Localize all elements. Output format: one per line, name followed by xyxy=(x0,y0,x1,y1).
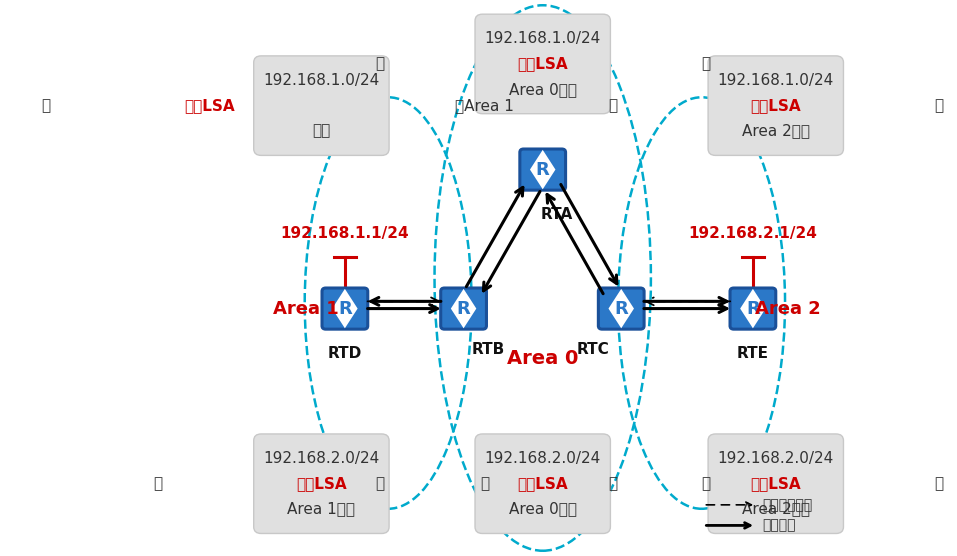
FancyBboxPatch shape xyxy=(322,288,367,329)
Text: RTA: RTA xyxy=(540,207,572,222)
Text: 链路状态信息: 链路状态信息 xyxy=(762,498,812,512)
Polygon shape xyxy=(610,291,633,326)
Text: 一类LSA: 一类LSA xyxy=(184,98,234,113)
Text: R: R xyxy=(456,300,471,317)
FancyBboxPatch shape xyxy=(254,434,389,534)
Text: 在: 在 xyxy=(480,476,489,491)
Text: 一类LSA: 一类LSA xyxy=(750,476,801,491)
FancyBboxPatch shape xyxy=(475,14,611,114)
Text: 在: 在 xyxy=(701,476,710,491)
Polygon shape xyxy=(742,291,765,326)
Text: 以: 以 xyxy=(375,57,384,71)
Text: Area 2: Area 2 xyxy=(755,300,821,317)
Text: 三类LSA: 三类LSA xyxy=(518,57,568,71)
Text: 以: 以 xyxy=(608,476,617,491)
Polygon shape xyxy=(333,291,356,326)
Text: 以: 以 xyxy=(41,98,51,113)
Text: RTE: RTE xyxy=(737,346,768,361)
Text: Area 0传递: Area 0传递 xyxy=(509,82,577,97)
Text: 192.168.1.1/24: 192.168.1.1/24 xyxy=(280,226,410,241)
Text: R: R xyxy=(614,300,628,317)
Text: R: R xyxy=(338,300,352,317)
Text: 192.168.1.0/24: 192.168.1.0/24 xyxy=(263,73,380,88)
FancyBboxPatch shape xyxy=(598,288,644,329)
Text: 三类LSA: 三类LSA xyxy=(518,476,568,491)
Text: 三类LSA: 三类LSA xyxy=(750,98,801,113)
Text: 以: 以 xyxy=(154,476,163,491)
FancyBboxPatch shape xyxy=(475,434,611,534)
Text: 在: 在 xyxy=(934,98,944,113)
Text: 192.168.1.0/24: 192.168.1.0/24 xyxy=(484,31,601,46)
Polygon shape xyxy=(531,152,554,187)
Text: 192.168.1.0/24: 192.168.1.0/24 xyxy=(718,73,834,88)
Text: 路由信息: 路由信息 xyxy=(762,518,795,533)
Text: 在: 在 xyxy=(701,57,710,71)
Text: Area 0传递: Area 0传递 xyxy=(509,502,577,517)
Text: Area 1传递: Area 1传递 xyxy=(287,502,355,517)
Text: 以: 以 xyxy=(375,476,384,491)
Text: 192.168.2.0/24: 192.168.2.0/24 xyxy=(484,451,601,466)
Text: 在Area 1: 在Area 1 xyxy=(456,98,514,113)
Text: RTC: RTC xyxy=(577,342,610,357)
Text: Area 1: Area 1 xyxy=(273,300,339,317)
Text: R: R xyxy=(536,161,549,178)
FancyBboxPatch shape xyxy=(708,56,843,156)
Text: Area 0: Area 0 xyxy=(507,349,578,368)
FancyBboxPatch shape xyxy=(520,149,566,190)
FancyBboxPatch shape xyxy=(441,288,486,329)
Text: 以: 以 xyxy=(608,98,617,113)
Text: R: R xyxy=(746,300,760,317)
FancyBboxPatch shape xyxy=(708,434,843,534)
Text: RTD: RTD xyxy=(327,346,362,361)
Text: 192.168.2.0/24: 192.168.2.0/24 xyxy=(263,451,380,466)
Text: 192.168.2.0/24: 192.168.2.0/24 xyxy=(718,451,834,466)
FancyBboxPatch shape xyxy=(730,288,776,329)
FancyBboxPatch shape xyxy=(254,56,389,156)
Polygon shape xyxy=(452,291,475,326)
Text: 三类LSA: 三类LSA xyxy=(296,476,346,491)
Text: 192.168.2.1/24: 192.168.2.1/24 xyxy=(688,226,817,241)
Text: RTB: RTB xyxy=(472,342,505,357)
Text: 传递: 传递 xyxy=(312,123,330,138)
Text: Area 2传递: Area 2传递 xyxy=(742,123,810,138)
Text: 在: 在 xyxy=(934,476,944,491)
Text: Area 2传递: Area 2传递 xyxy=(742,502,810,517)
